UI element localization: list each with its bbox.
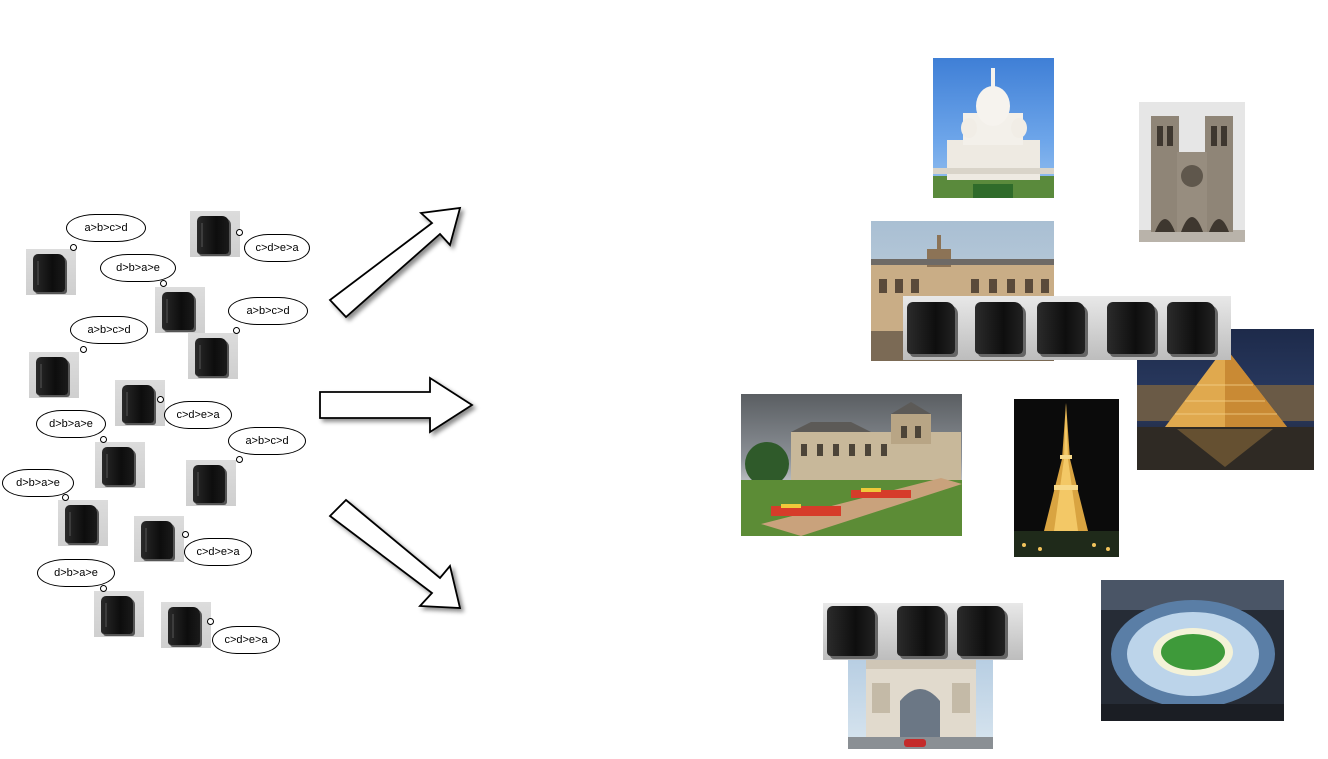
thought-bubble: d>b>a>e	[100, 254, 176, 282]
eiffel-tower-photo	[1014, 399, 1119, 557]
thought-bubble: a>b>c>d	[228, 427, 306, 455]
thought-bubble: c>d>e>a	[164, 401, 232, 429]
voting-machine-icon	[94, 591, 144, 637]
voting-machine-icon	[907, 302, 955, 354]
stade-de-france-photo	[1101, 580, 1284, 721]
voting-machine-icon	[827, 606, 875, 656]
thought-dot	[160, 280, 167, 287]
arrow-up-right-icon	[328, 206, 462, 319]
thought-dot	[233, 327, 240, 334]
voting-machine-icon	[26, 249, 76, 295]
thought-bubble: c>d>e>a	[244, 234, 310, 262]
voting-machine-icon	[957, 606, 1005, 656]
thought-dot	[207, 618, 214, 625]
voting-machine-icon	[975, 302, 1023, 354]
voting-machine-icon	[155, 287, 205, 333]
voting-machine-icon	[1107, 302, 1155, 354]
thought-dot	[157, 396, 164, 403]
thought-bubble: a>b>c>d	[228, 297, 308, 325]
voting-machine-icon	[161, 602, 211, 648]
arrow-right-icon	[319, 376, 474, 434]
voting-machine-icon	[115, 380, 165, 426]
luxembourg-palace-photo	[741, 394, 962, 536]
voting-machine-icon	[190, 211, 240, 257]
thought-dot	[100, 436, 107, 443]
voting-machine-icon	[188, 333, 238, 379]
sacre-coeur-photo	[933, 58, 1054, 198]
arc-de-triomphe-photo	[848, 655, 993, 749]
agent-group-arc	[823, 603, 1023, 660]
voting-machine-icon	[1167, 302, 1215, 354]
voting-machine-icon	[186, 460, 236, 506]
voting-machine-icon	[58, 500, 108, 546]
voting-machine-icon	[29, 352, 79, 398]
voting-machine-icon	[134, 516, 184, 562]
thought-bubble: d>b>a>e	[2, 469, 74, 497]
thought-bubble: a>b>c>d	[66, 214, 146, 242]
thought-dot	[62, 494, 69, 501]
arrows-group	[319, 206, 474, 609]
thought-dot	[70, 244, 77, 251]
thought-bubble: c>d>e>a	[212, 626, 280, 654]
voting-machine-icon	[95, 442, 145, 488]
thought-dot	[236, 229, 243, 236]
thought-bubble: c>d>e>a	[184, 538, 252, 566]
thought-dot	[80, 346, 87, 353]
thought-dot	[100, 585, 107, 592]
thought-dot	[182, 531, 189, 538]
thought-bubble: d>b>a>e	[36, 410, 106, 438]
thought-bubble: a>b>c>d	[70, 316, 148, 344]
arrow-down-right-icon	[328, 498, 462, 609]
agent-group-orsay	[903, 296, 1231, 360]
notre-dame-photo	[1139, 102, 1245, 242]
voting-machine-icon	[1037, 302, 1085, 354]
voting-machine-icon	[897, 606, 945, 656]
thought-dot	[236, 456, 243, 463]
thought-bubble: d>b>a>e	[37, 559, 115, 587]
